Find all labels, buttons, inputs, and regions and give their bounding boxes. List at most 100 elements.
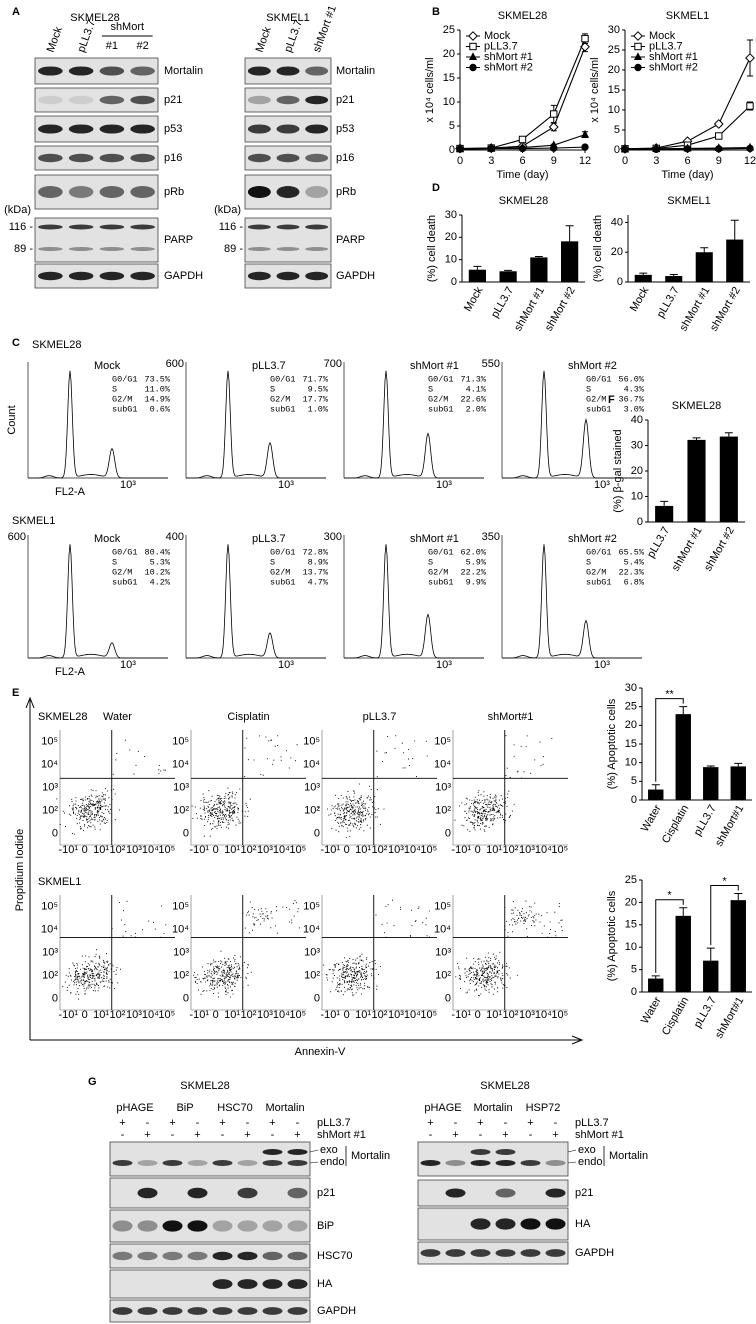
event-dot [92, 981, 93, 982]
event-dot [343, 972, 344, 973]
event-dot [229, 810, 230, 811]
event-dot [482, 816, 483, 817]
event-dot [484, 831, 485, 832]
event-dot [359, 817, 360, 818]
event-dot [531, 906, 532, 907]
form-label: endo [320, 1156, 344, 1168]
event-dot [92, 975, 93, 976]
event-dot [248, 759, 249, 760]
blot-band [213, 1279, 233, 1289]
y-tick-label: 10² [435, 804, 451, 816]
event-dot [494, 797, 495, 798]
event-dot [490, 979, 491, 980]
event-dot [404, 767, 405, 768]
event-dot [360, 811, 361, 812]
blot-strip [110, 1142, 310, 1176]
event-dot [213, 989, 214, 990]
blot-band [288, 1307, 308, 1315]
event-dot [96, 814, 97, 815]
stat-label: G2/M [586, 394, 606, 404]
event-dot [487, 977, 488, 978]
event-dot [478, 812, 479, 813]
event-dot [85, 816, 86, 817]
event-dot [465, 975, 466, 976]
sign: + [144, 1129, 150, 1141]
stat-label: subG1 [428, 577, 454, 587]
blot-band [238, 1188, 258, 1199]
event-dot [474, 829, 475, 830]
row-label: SKMEL1 [12, 515, 55, 527]
event-dot [66, 975, 67, 976]
event-dot [541, 915, 542, 916]
event-dot [92, 984, 93, 985]
event-dot [345, 819, 346, 820]
error-bar [700, 248, 708, 252]
event-dot [349, 981, 350, 982]
event-dot [367, 811, 368, 812]
event-dot [349, 958, 350, 959]
event-dot [119, 809, 120, 810]
event-dot [98, 974, 99, 975]
event-dot [99, 817, 100, 818]
event-dot [218, 992, 219, 993]
event-dot [487, 968, 488, 969]
event-dot [487, 969, 488, 970]
event-dot [223, 811, 224, 812]
y-tick-label: 10 [445, 254, 457, 266]
y-tick-label: 10⁵ [41, 900, 58, 912]
event-dot [86, 804, 87, 805]
stat-value: 22.6% [460, 394, 486, 404]
event-dot [86, 820, 87, 821]
event-dot [335, 815, 336, 816]
event-dot [360, 824, 361, 825]
event-dot [240, 956, 241, 957]
blot-band [521, 1218, 541, 1229]
event-dot [345, 816, 346, 817]
group-label: BiP [176, 1102, 193, 1114]
event-dot [100, 823, 101, 824]
event-dot [85, 955, 86, 956]
blot-band [100, 186, 125, 198]
event-dot [484, 816, 485, 817]
event-dot [76, 984, 77, 985]
event-dot [198, 990, 199, 991]
event-dot [482, 824, 483, 825]
x-tick-label: Water [639, 995, 664, 1026]
event-dot [356, 979, 357, 980]
event-dot [349, 968, 350, 969]
event-dot [488, 966, 489, 967]
sign: - [429, 1129, 433, 1141]
event-dot [201, 994, 202, 995]
event-dot [74, 980, 75, 981]
event-dot [197, 818, 198, 819]
event-dot [228, 967, 229, 968]
sign: + [477, 1117, 483, 1129]
event-dot [106, 970, 107, 971]
event-dot [499, 952, 500, 953]
blot-band [248, 66, 271, 75]
event-dot [371, 975, 372, 976]
row-label: Mortalin [336, 65, 375, 77]
event-dot [484, 989, 485, 990]
event-dot [523, 920, 524, 921]
event-dot [361, 966, 362, 967]
x-tick-label: 10¹ [224, 844, 240, 856]
event-dot [286, 907, 287, 908]
event-dot [103, 798, 104, 799]
event-dot [268, 740, 269, 741]
event-dot [218, 997, 219, 998]
event-dot [193, 975, 194, 976]
event-dot [377, 789, 378, 790]
event-dot [531, 917, 532, 918]
x-tick-label: -10¹ [58, 1009, 78, 1021]
event-dot [220, 812, 221, 813]
event-dot [484, 829, 485, 830]
event-dot [209, 975, 210, 976]
event-dot [247, 816, 248, 817]
event-dot [490, 808, 491, 809]
event-dot [73, 805, 74, 806]
event-dot [491, 978, 492, 979]
event-dot [514, 919, 515, 920]
event-dot [356, 968, 357, 969]
event-dot [351, 980, 352, 981]
